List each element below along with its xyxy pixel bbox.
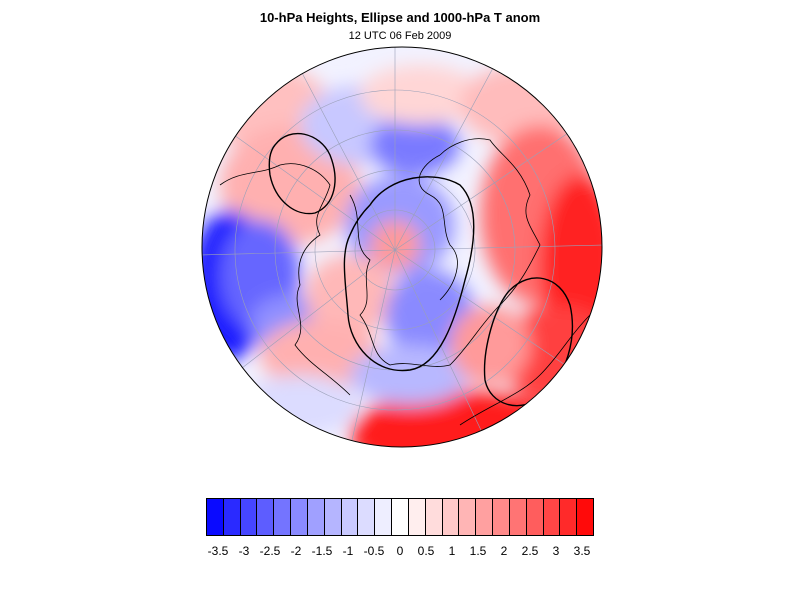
colorbar-labels: -3.5 -3 -2.5 -2 -1.5 -1 -0.5 0 0.5 1 1.5 2 2.5 3 3.5 [206,544,594,560]
colorbar-box [291,499,308,535]
colorbar-tick-label: -2.5 [259,544,281,558]
map-subtitle: 12 UTC 06 Feb 2009 [348,30,452,42]
colorbar-box [240,499,258,535]
map-border [201,46,603,448]
colorbar-tick-label: 1.5 [469,544,487,558]
colorbar-tick-label: -0.5 [363,544,385,558]
colorbar-tick-label: 3 [552,544,560,558]
colorbar-box [493,499,510,535]
colorbar-tick-label: 2.5 [521,544,539,558]
colorbar-box [324,499,342,535]
colorbar-box [442,499,460,535]
colorbar-tick-label: -1 [342,544,354,558]
colorbar-box [341,499,359,535]
colorbar [206,498,594,536]
colorbar-box [207,499,224,535]
polar-map [200,45,604,449]
map-title: 10-hPa Heights, Ellipse and 1000-hPa T a… [259,10,541,25]
colorbar-tick-label: 2 [500,544,508,558]
colorbar-tick-label: 0 [396,544,404,558]
colorbar-tick-label: -2 [290,544,302,558]
colorbar-box [408,499,426,535]
colorbar-box [392,499,409,535]
colorbar-box [358,499,376,535]
colorbar-box [543,499,561,535]
colorbar-box [223,499,241,535]
colorbar-tick-label: 0.5 [417,544,435,558]
colorbar-box [560,499,578,535]
colorbar-box [526,499,544,535]
colorbar-box [476,499,494,535]
colorbar-tick-label: -1.5 [311,544,333,558]
colorbar-box [509,499,527,535]
colorbar-tick-label: 1 [448,544,456,558]
colorbar-box [577,499,594,535]
colorbar-tick-label: 3.5 [573,544,591,558]
colorbar-box [425,499,443,535]
colorbar-box [257,499,275,535]
colorbar-box [459,499,477,535]
colorbar-box [274,499,292,535]
map-svg [201,46,603,448]
colorbar-box [375,499,393,535]
temperature-anomaly-field [202,65,602,447]
colorbar-box [307,499,325,535]
colorbar-tick-label: -3.5 [207,544,229,558]
colorbar-tick-label: -3 [238,544,250,558]
